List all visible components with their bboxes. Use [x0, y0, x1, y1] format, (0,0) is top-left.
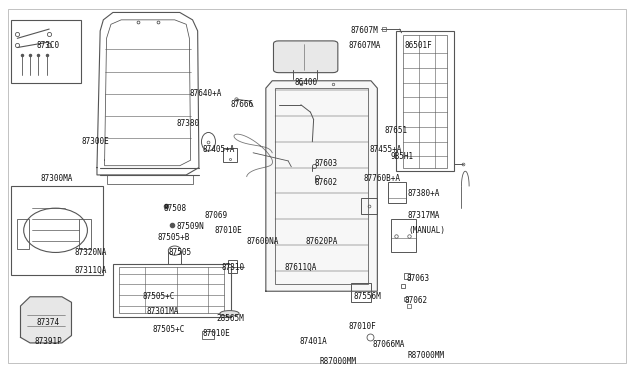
Text: 87300E: 87300E — [81, 137, 109, 146]
Bar — [396, 31, 454, 171]
Bar — [11, 186, 103, 275]
Text: 87602: 87602 — [315, 178, 338, 187]
Text: R87000MM: R87000MM — [320, 357, 357, 366]
Text: 87300MA: 87300MA — [41, 174, 73, 183]
Text: 87666: 87666 — [231, 100, 254, 109]
Text: 87010E: 87010E — [202, 329, 230, 338]
Text: 87556M: 87556M — [353, 292, 381, 301]
Bar — [113, 263, 231, 317]
Bar — [79, 219, 91, 249]
Text: 87320NA: 87320NA — [75, 248, 107, 257]
Text: 87640+A: 87640+A — [189, 89, 221, 98]
Bar — [362, 198, 378, 214]
FancyBboxPatch shape — [273, 41, 338, 73]
Text: 87611QA: 87611QA — [285, 263, 317, 272]
Polygon shape — [20, 297, 72, 343]
Ellipse shape — [220, 311, 239, 316]
Text: 86400: 86400 — [294, 78, 317, 87]
Text: 86501F: 86501F — [404, 41, 432, 50]
Bar — [223, 148, 237, 162]
Bar — [403, 35, 447, 167]
Text: 87063: 87063 — [406, 274, 429, 283]
Text: 87066MA: 87066MA — [372, 340, 404, 349]
Bar — [119, 267, 225, 313]
Text: 87509N: 87509N — [177, 222, 204, 231]
Text: 87508: 87508 — [164, 203, 187, 213]
Text: 87010E: 87010E — [215, 226, 243, 235]
Bar — [351, 283, 371, 302]
Text: 87301MA: 87301MA — [147, 307, 179, 316]
Text: 87391P: 87391P — [35, 337, 62, 346]
Text: 87620PA: 87620PA — [306, 237, 339, 246]
Text: R87000MM: R87000MM — [408, 351, 445, 360]
Text: 87505+C: 87505+C — [152, 326, 185, 334]
Text: 87607M: 87607M — [351, 26, 378, 35]
Text: 87310: 87310 — [221, 263, 244, 272]
Text: 87311QA: 87311QA — [75, 266, 107, 275]
Text: 87607MA: 87607MA — [349, 41, 381, 50]
Text: 87380: 87380 — [177, 119, 200, 128]
Bar — [17, 219, 29, 249]
Text: 87505: 87505 — [168, 248, 191, 257]
Bar — [11, 20, 81, 83]
Text: 87651: 87651 — [385, 126, 408, 135]
Text: 87603: 87603 — [315, 159, 338, 169]
Text: 87405+A: 87405+A — [202, 145, 234, 154]
Text: 87600NA: 87600NA — [246, 237, 279, 246]
Bar — [202, 331, 214, 339]
Text: 87069: 87069 — [204, 211, 227, 220]
Text: 87374: 87374 — [36, 318, 60, 327]
Text: 87505+C: 87505+C — [143, 292, 175, 301]
Text: 87317MA: 87317MA — [408, 211, 440, 220]
Polygon shape — [266, 81, 378, 291]
Text: 87380+A: 87380+A — [408, 189, 440, 198]
Bar — [228, 260, 237, 273]
Text: (MANUAL): (MANUAL) — [408, 226, 445, 235]
Text: 873C0: 873C0 — [36, 41, 60, 50]
Text: 87010F: 87010F — [349, 322, 376, 331]
Bar — [106, 175, 193, 184]
Text: 87505+B: 87505+B — [157, 233, 190, 242]
Bar — [275, 88, 368, 284]
Bar — [388, 182, 406, 203]
Text: 87455+A: 87455+A — [370, 145, 402, 154]
Text: 87062: 87062 — [404, 296, 428, 305]
Text: 28565M: 28565M — [217, 314, 244, 323]
Text: 87760B+A: 87760B+A — [364, 174, 401, 183]
Text: 87401A: 87401A — [300, 337, 327, 346]
Bar — [392, 219, 415, 253]
Text: 9B5H1: 9B5H1 — [390, 152, 413, 161]
